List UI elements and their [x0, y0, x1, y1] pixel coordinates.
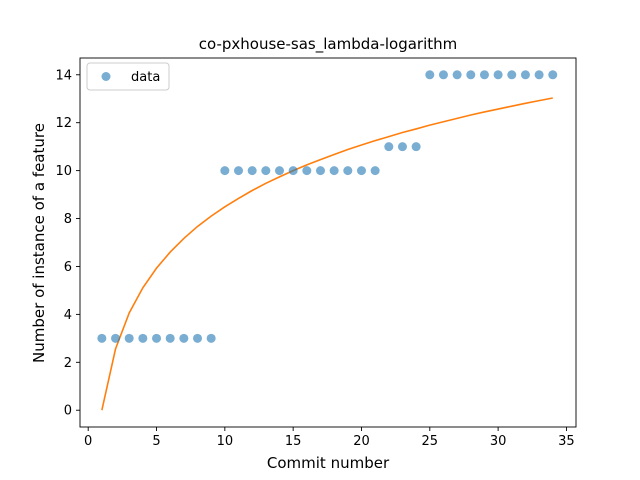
- y-tick-label: 8: [64, 212, 72, 227]
- data-point: [97, 333, 107, 343]
- x-tick-label: 25: [422, 434, 439, 449]
- y-tick-label: 12: [55, 116, 72, 131]
- data-point: [452, 70, 462, 80]
- data-point: [548, 70, 558, 80]
- data-point: [397, 142, 407, 152]
- legend-marker-data: [101, 72, 111, 81]
- data-point: [111, 333, 121, 343]
- data-point: [507, 70, 517, 80]
- data-point: [438, 70, 448, 80]
- data-point: [274, 166, 284, 176]
- x-tick-label: 0: [84, 434, 92, 449]
- data-point: [206, 333, 216, 343]
- legend-box: [86, 62, 170, 91]
- axes-frame: [79, 57, 577, 428]
- x-tick-label: 35: [558, 434, 575, 449]
- fit-line: [101, 97, 553, 411]
- plot-area: 0 5 10 15 20 25 30 35 0 2 4 6 8 10 12 14: [55, 57, 577, 449]
- data-point: [466, 70, 476, 80]
- y-axis-label: Number of instance of a feature: [30, 123, 48, 363]
- data-point: [288, 166, 298, 176]
- data-point: [302, 166, 312, 176]
- chart-title: co-pxhouse-sas_lambda-logarithm: [199, 35, 458, 54]
- y-tick-label: 2: [64, 356, 72, 371]
- data-point: [411, 142, 421, 152]
- data-point: [356, 166, 366, 176]
- y-tick-label: 10: [55, 164, 72, 179]
- y-tick-label: 6: [64, 260, 72, 275]
- data-point: [329, 166, 339, 176]
- x-tick-label: 5: [152, 434, 160, 449]
- y-tick-label: 0: [64, 404, 72, 419]
- y-tick-label: 14: [55, 68, 72, 83]
- data-point: [343, 166, 353, 176]
- data-point: [520, 70, 530, 80]
- data-point: [234, 166, 243, 176]
- data-point: [179, 333, 189, 343]
- x-tick-label: 20: [353, 434, 370, 449]
- data-point: [370, 166, 380, 176]
- data-point: [138, 333, 148, 343]
- data-point: [315, 166, 325, 176]
- data-point: [493, 70, 503, 80]
- x-tick-label: 15: [285, 434, 302, 449]
- data-point: [152, 333, 162, 343]
- x-tick-label: 10: [217, 434, 234, 449]
- data-point: [384, 142, 394, 152]
- data-point: [479, 70, 489, 80]
- data-point: [261, 166, 271, 176]
- x-axis-label: Commit number: [267, 454, 390, 472]
- data-point: [165, 333, 175, 343]
- data-point: [220, 166, 230, 176]
- legend: data: [86, 62, 170, 91]
- data-point: [534, 70, 544, 80]
- data-point: [425, 70, 435, 80]
- legend-label-data: data: [131, 70, 160, 85]
- data-point: [247, 166, 257, 176]
- y-tick-label: 4: [64, 308, 72, 323]
- x-tick-label: 30: [490, 434, 507, 449]
- data-point: [124, 333, 134, 343]
- data-point: [193, 333, 203, 343]
